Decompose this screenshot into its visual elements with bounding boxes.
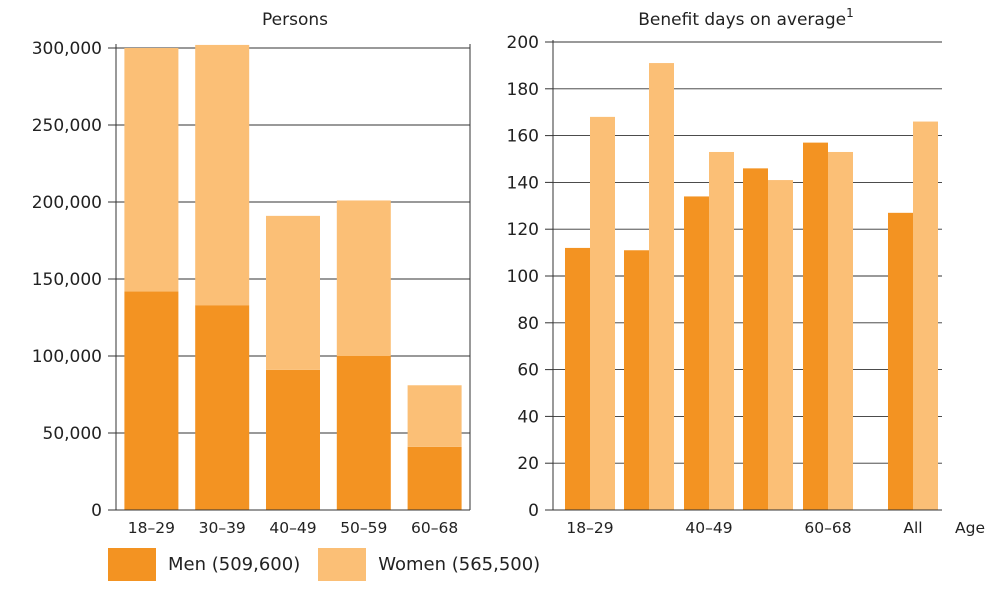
benefit-bar-men [684,196,709,510]
benefit-bar-men [803,142,828,510]
legend-item-men: Men (509,600) [108,548,300,581]
legend-swatch-women [318,548,367,581]
persons-bar-men [195,305,250,510]
benefit-days-title-sup: 1 [846,6,854,20]
persons-y-tick-label: 0 [91,501,102,521]
persons-y-tick-label: 50,000 [43,424,102,444]
persons-bar-women [336,200,391,356]
benefit-x-tick-label: 50–59 [744,539,791,540]
persons-x-tick-label: 50–59 [340,519,387,537]
legend-item-women: Women (565,500) [318,548,540,581]
persons-y-tick-label: 300,000 [32,39,102,59]
persons-bar-women [407,385,462,447]
benefit-bar-men [624,250,649,510]
benefit-y-tick-label: 60 [517,361,539,381]
benefit-x-tick-label: 40–49 [685,519,732,537]
persons-bar-women [266,215,320,370]
benefit-bar-women [649,63,674,511]
benefit-y-tick-label: 80 [517,314,539,334]
benefit-y-tick-label: 100 [507,267,539,287]
benefit-bar-women [590,116,615,510]
persons-chart-title: Persons [262,10,328,30]
benefit-bar-women [709,151,734,511]
persons-x-tick-label: 40–49 [269,519,316,537]
benefit-x-tick-label: 30–39 [625,539,672,540]
benefit-bar-men [743,168,768,511]
benefit-y-tick-label: 160 [507,127,539,147]
benefit-bar-men [565,247,590,511]
persons-x-tick-label: 60–68 [411,519,458,537]
benefit-x-tick-label: 18–29 [566,519,613,537]
benefit-x-tick-label: 60–68 [804,519,851,537]
persons-chart: Persons 0 50,000 100,000 150,000 200,000 250,… [32,10,471,537]
figure: Persons 0 50,000 100,000 150,000 200,000 250,… [32,6,985,540]
persons-y-tick-label: 100,000 [32,347,102,367]
legend: Men (509,600) Women (565,500) [108,548,558,581]
persons-bar-men [336,356,391,510]
benefit-bar-men [888,212,913,510]
benefit-y-tick-label: 0 [528,501,539,521]
persons-bar-men [266,369,320,510]
benefit-bar-women [768,180,793,510]
benefit-x-axis-label: Age [955,519,985,537]
persons-y-tick-label: 200,000 [32,193,102,213]
persons-y-tick-label: 150,000 [32,270,102,290]
benefit-bar-women [913,121,938,510]
benefit-y-tick-label: 120 [507,220,539,240]
benefit-bar-women [828,151,853,511]
benefit-days-title-text: Benefit days on average [638,10,846,30]
persons-bar-women [124,48,179,292]
persons-bar-men [407,446,462,510]
persons-bar-men [124,291,179,510]
persons-x-tick-label: 18–29 [128,519,175,537]
persons-x-tick-label: 30–39 [199,519,246,537]
persons-y-tick-label: 250,000 [32,116,102,136]
legend-swatch-men [108,548,156,581]
legend-label-men: Men (509,600) [168,554,301,575]
benefit-y-tick-label: 40 [517,407,539,427]
benefit-y-tick-label: 200 [507,33,539,53]
benefit-days-chart: Benefit days on average1 020406080100120… [507,6,985,540]
benefit-y-tick-label: 140 [507,173,539,193]
benefit-y-tick-label: 180 [507,80,539,100]
benefit-y-tick-label: 20 [517,454,539,474]
legend-label-women: Women (565,500) [378,554,541,575]
persons-bar-women [195,44,250,306]
benefit-days-chart-title: Benefit days on average1 [638,6,853,30]
benefit-x-tick-label: All [903,519,922,537]
